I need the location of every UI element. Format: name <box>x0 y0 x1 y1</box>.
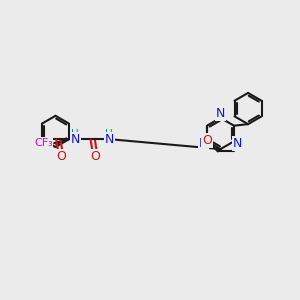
Text: O: O <box>56 150 66 163</box>
Text: H: H <box>71 129 79 140</box>
Text: N: N <box>105 133 115 146</box>
Text: CF₃: CF₃ <box>34 138 53 148</box>
Text: O: O <box>202 134 212 147</box>
Text: N: N <box>71 133 80 146</box>
Text: H: H <box>105 129 113 140</box>
Text: O: O <box>90 150 100 163</box>
Text: N: N <box>199 137 208 150</box>
Text: N: N <box>233 137 242 150</box>
Text: N: N <box>216 107 225 120</box>
